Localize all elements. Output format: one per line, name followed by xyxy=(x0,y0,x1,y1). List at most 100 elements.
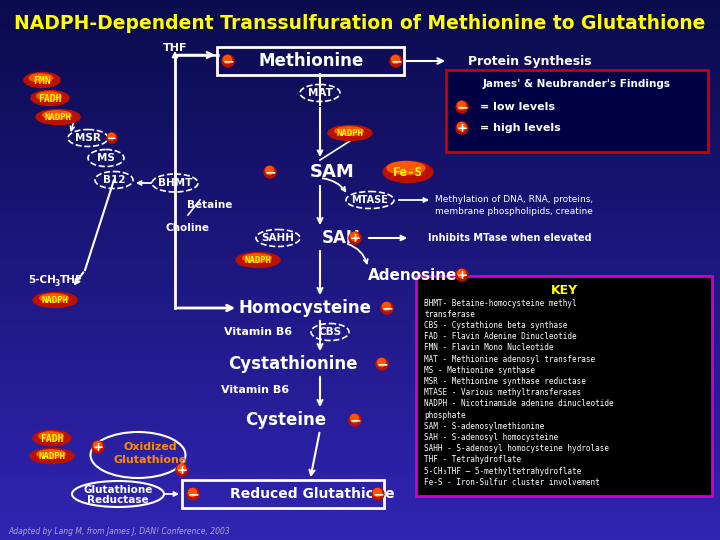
Bar xyxy=(0,24,720,25)
Bar xyxy=(0,325,720,326)
Bar xyxy=(0,17,720,18)
Text: KEY: KEY xyxy=(550,284,577,296)
Bar xyxy=(0,185,720,186)
Bar xyxy=(0,445,720,446)
Ellipse shape xyxy=(243,254,271,262)
Bar xyxy=(0,437,720,438)
Bar xyxy=(0,124,720,125)
Bar xyxy=(0,443,720,444)
Bar xyxy=(0,45,720,46)
Bar xyxy=(0,78,720,79)
Bar xyxy=(0,99,720,100)
Bar xyxy=(0,391,720,392)
Bar xyxy=(0,256,720,257)
Bar xyxy=(0,149,720,150)
Bar xyxy=(0,487,720,488)
FancyBboxPatch shape xyxy=(446,70,708,152)
Bar xyxy=(0,30,720,31)
Bar xyxy=(0,132,720,133)
Bar xyxy=(0,409,720,410)
Ellipse shape xyxy=(30,449,74,463)
Bar xyxy=(0,472,720,473)
Bar xyxy=(0,279,720,280)
Bar xyxy=(0,335,720,336)
Ellipse shape xyxy=(24,72,60,87)
Bar xyxy=(0,193,720,194)
Bar xyxy=(0,350,720,351)
Bar xyxy=(0,295,720,296)
Bar xyxy=(0,455,720,456)
Bar xyxy=(0,371,720,372)
Bar xyxy=(0,38,720,39)
Circle shape xyxy=(222,55,234,67)
Bar xyxy=(0,235,720,236)
Bar xyxy=(0,101,720,102)
Bar xyxy=(0,517,720,518)
Bar xyxy=(0,108,720,109)
Bar xyxy=(0,159,720,160)
Bar xyxy=(0,173,720,174)
Bar xyxy=(0,382,720,383)
Bar xyxy=(0,425,720,426)
Bar xyxy=(0,126,720,127)
Bar xyxy=(0,206,720,207)
Bar xyxy=(0,484,720,485)
Bar xyxy=(0,355,720,356)
Bar xyxy=(0,22,720,23)
Bar xyxy=(0,276,720,277)
Bar xyxy=(0,191,720,192)
Bar xyxy=(0,172,720,173)
Bar xyxy=(0,266,720,267)
Text: FMN - Flavin Mono Nucleotide: FMN - Flavin Mono Nucleotide xyxy=(424,343,554,352)
Bar xyxy=(0,209,720,210)
Bar xyxy=(0,37,720,38)
Bar xyxy=(0,70,720,71)
Bar xyxy=(0,326,720,327)
Bar xyxy=(0,538,720,539)
FancyBboxPatch shape xyxy=(416,276,712,496)
Bar xyxy=(0,478,720,479)
Text: phosphate: phosphate xyxy=(424,410,466,420)
Bar xyxy=(0,306,720,307)
Bar xyxy=(0,28,720,29)
Bar xyxy=(0,219,720,220)
Text: CBS: CBS xyxy=(318,327,341,337)
Bar xyxy=(0,357,720,358)
Bar xyxy=(0,310,720,311)
Bar xyxy=(0,192,720,193)
Bar xyxy=(0,438,720,439)
Bar xyxy=(0,49,720,50)
Ellipse shape xyxy=(33,430,71,445)
Bar xyxy=(0,481,720,482)
Text: Glutathione: Glutathione xyxy=(84,485,153,495)
Bar xyxy=(0,207,720,208)
Bar xyxy=(0,430,720,431)
Bar xyxy=(0,120,720,121)
Bar xyxy=(0,330,720,331)
Bar xyxy=(0,86,720,87)
Bar xyxy=(0,459,720,460)
Circle shape xyxy=(264,166,276,178)
Bar xyxy=(0,227,720,228)
Bar xyxy=(0,20,720,21)
Bar xyxy=(0,426,720,427)
Bar xyxy=(0,384,720,385)
Bar xyxy=(0,252,720,253)
Bar xyxy=(0,147,720,148)
Text: NADPH: NADPH xyxy=(39,452,66,461)
Bar xyxy=(0,536,720,537)
Circle shape xyxy=(457,102,466,110)
Bar xyxy=(0,154,720,155)
Bar xyxy=(0,129,720,130)
Bar xyxy=(0,338,720,339)
Bar xyxy=(0,340,720,341)
Bar xyxy=(0,50,720,51)
Bar xyxy=(0,301,720,302)
Bar xyxy=(0,296,720,297)
Bar xyxy=(0,515,720,516)
Bar xyxy=(0,305,720,306)
Bar xyxy=(0,417,720,418)
Bar xyxy=(0,508,720,509)
Ellipse shape xyxy=(31,91,69,105)
Bar xyxy=(0,368,720,369)
